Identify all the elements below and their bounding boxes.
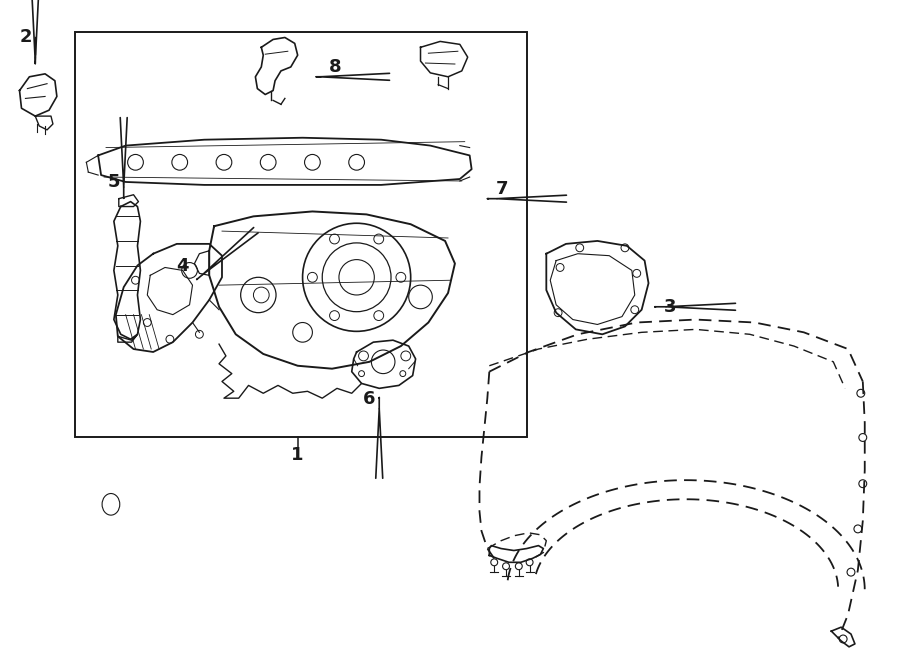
Text: 5: 5 (108, 173, 120, 191)
Text: 6: 6 (364, 390, 375, 408)
Text: 8: 8 (328, 58, 341, 76)
Text: 3: 3 (664, 297, 677, 316)
Text: 7: 7 (496, 180, 508, 198)
Text: 4: 4 (176, 256, 189, 274)
Text: 2: 2 (19, 28, 32, 46)
Text: 1: 1 (292, 446, 304, 464)
Bar (75, 32, 526, 438)
